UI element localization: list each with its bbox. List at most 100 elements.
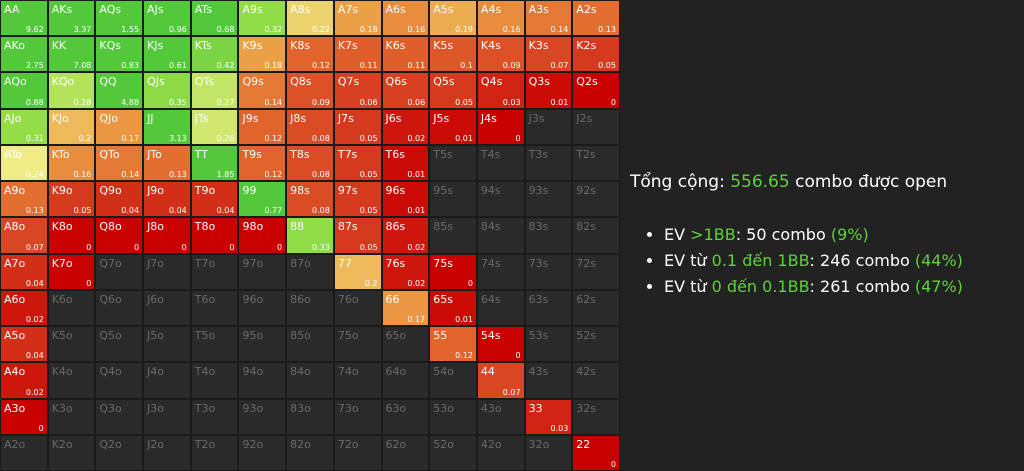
hand-cell: AJo 0.31 bbox=[0, 108, 48, 145]
hand-label: 85s bbox=[433, 220, 453, 234]
ev-value: 0.16 bbox=[407, 25, 426, 35]
ev-fill bbox=[144, 37, 190, 72]
ev-fill bbox=[239, 182, 286, 217]
ev-fill bbox=[191, 73, 238, 108]
hand-cell: J4s 0 bbox=[476, 108, 525, 145]
hand-cell: QJo 0.17 bbox=[95, 108, 144, 145]
summary-suffix: combo được open bbox=[795, 172, 948, 192]
hand-label: T3s bbox=[528, 147, 549, 161]
ev-value: 0.05 bbox=[73, 206, 92, 216]
ev-count: : 261 combo bbox=[809, 277, 910, 296]
hand-label: A8s bbox=[290, 3, 311, 16]
ev-fill bbox=[96, 73, 143, 108]
hand-cell: Q7o bbox=[95, 253, 144, 290]
ev-fill bbox=[1, 109, 47, 144]
ev-value: 0.09 bbox=[312, 97, 330, 107]
hand-label: TT bbox=[194, 147, 209, 161]
hand-cell: J3s bbox=[524, 108, 573, 145]
hand-cell: Q5s 0.05 bbox=[429, 72, 477, 109]
ev-value: 0.96 bbox=[168, 25, 187, 35]
hand-cell: 42s bbox=[572, 362, 620, 399]
hand-label: AQs bbox=[99, 3, 122, 16]
hand-cell: 72s bbox=[572, 253, 620, 290]
hand-label: 86s bbox=[385, 220, 406, 234]
hand-cell: 74o bbox=[333, 362, 382, 399]
hand-label: 94o bbox=[242, 365, 264, 379]
ev-fill bbox=[287, 73, 333, 108]
ev-value: 0 bbox=[467, 278, 473, 288]
hand-cell: T5o bbox=[190, 326, 239, 363]
hand-label: 95o bbox=[242, 329, 264, 343]
ev-value: 0.1 bbox=[460, 61, 473, 71]
hand-cell: 85s bbox=[429, 217, 477, 254]
ev-fill bbox=[191, 218, 238, 253]
hand-cell: A5o 0.04 bbox=[0, 326, 48, 363]
hand-label: QTs bbox=[194, 75, 215, 89]
hand-label: 63o bbox=[385, 401, 407, 415]
hand-cell: AQo 0.88 bbox=[0, 72, 48, 109]
hand-cell: 63s bbox=[524, 289, 573, 327]
hand-cell: K2s 0.05 bbox=[572, 36, 620, 73]
hand-label: 54o bbox=[433, 365, 454, 379]
hand-cell: 93s bbox=[524, 181, 573, 218]
hand-label: K9s bbox=[242, 39, 263, 53]
hand-label: K7o bbox=[51, 256, 73, 270]
ev-fill bbox=[48, 254, 95, 289]
hand-cell: 53s bbox=[524, 326, 573, 363]
hand-cell: 92s bbox=[572, 181, 620, 218]
hand-label: 76s bbox=[385, 256, 406, 270]
ev-fill bbox=[430, 37, 476, 72]
hand-label: K9o bbox=[51, 184, 73, 198]
ev-range: >1BB bbox=[690, 225, 736, 244]
hand-label: T2s bbox=[576, 147, 596, 161]
ev-value: 0.06 bbox=[407, 97, 426, 107]
hand-cell: T7o bbox=[190, 253, 239, 290]
hand-cell: 97s 0.05 bbox=[333, 181, 382, 218]
hand-label: J9s bbox=[242, 111, 259, 125]
hand-label: J5o bbox=[147, 329, 165, 343]
hand-cell: KTo 0.16 bbox=[47, 144, 96, 182]
ev-fill bbox=[144, 145, 190, 181]
ev-value: 0.01 bbox=[407, 206, 426, 216]
hand-cell: 76o bbox=[333, 289, 382, 327]
hand-cell: J4o bbox=[143, 362, 191, 399]
hand-label: 85o bbox=[290, 329, 311, 343]
hand-cell: A7s 0.18 bbox=[333, 0, 382, 37]
ev-fill bbox=[239, 145, 286, 181]
ev-fill bbox=[382, 145, 429, 181]
hand-label: A6s bbox=[385, 3, 406, 16]
ev-value: 0.02 bbox=[25, 387, 44, 397]
hand-cell: KQo 0.28 bbox=[47, 72, 96, 109]
hand-cell: T3s bbox=[524, 144, 573, 182]
hand-cell: K5s 0.1 bbox=[429, 36, 477, 73]
ev-fill bbox=[573, 1, 619, 36]
ev-fill bbox=[96, 1, 143, 36]
ev-value: 0.04 bbox=[216, 206, 235, 216]
hand-cell: AKo 2.75 bbox=[0, 36, 48, 73]
hand-label: 86o bbox=[290, 292, 311, 306]
hand-cell: T6s 0.01 bbox=[381, 144, 430, 182]
ev-value: 0 bbox=[610, 459, 616, 469]
hand-cell: A3s 0.14 bbox=[524, 0, 573, 37]
hand-label: T9o bbox=[194, 184, 216, 198]
ev-value: 0 bbox=[133, 242, 140, 252]
hand-label: T6s bbox=[385, 147, 405, 161]
hand-cell: 94s bbox=[476, 181, 525, 218]
hand-label: 52s bbox=[576, 329, 597, 343]
hand-cell: K8o 0 bbox=[47, 217, 96, 254]
hand-label: 64s bbox=[480, 292, 501, 306]
hand-label: JTo bbox=[147, 147, 162, 161]
hand-label: KQo bbox=[51, 75, 75, 89]
summary-line: Tổng cộng: 556.65 combo được open bbox=[630, 172, 963, 192]
hand-cell: T5s bbox=[429, 144, 477, 182]
hand-cell: 83s bbox=[524, 217, 573, 254]
hand-label: KJo bbox=[51, 111, 69, 125]
hand-label: T8o bbox=[194, 220, 216, 234]
ev-fill bbox=[430, 1, 476, 36]
ev-value: 0.01 bbox=[407, 170, 426, 180]
ev-value: 0.27 bbox=[216, 97, 235, 107]
hand-label: 84o bbox=[290, 365, 311, 379]
hand-label: 33 bbox=[528, 401, 543, 415]
hand-cell: Q2o bbox=[95, 434, 144, 471]
ev-pct: (9%) bbox=[830, 225, 869, 244]
